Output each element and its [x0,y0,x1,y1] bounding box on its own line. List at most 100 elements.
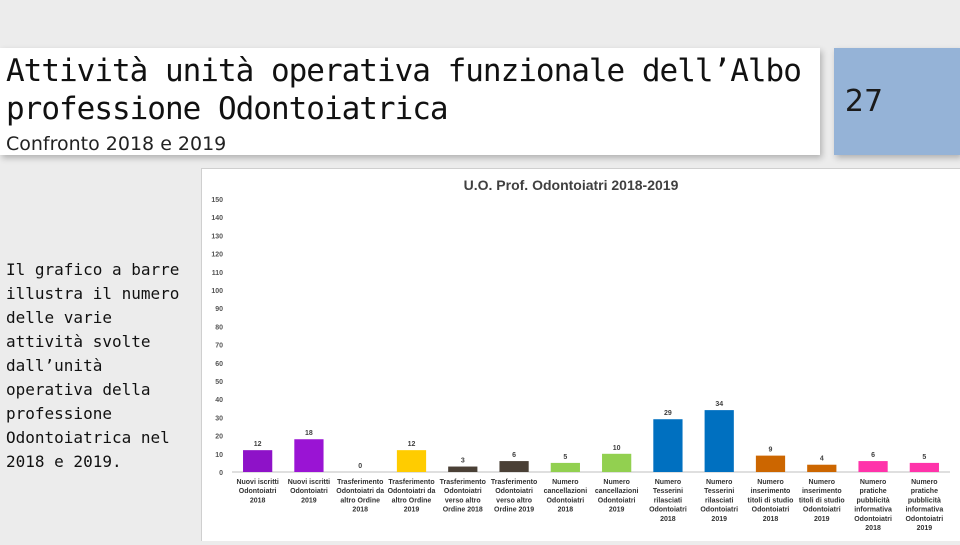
category-label-line: Odontoiatri [290,488,328,495]
category-label: Trasferimento Odontoiatri da altro Ordine 2… [336,479,384,514]
category-label-line: Trasferimento [337,479,383,486]
category-label-line: Odontoiatri [444,488,482,495]
category-label: Numero Tesserini rilasciati Odontoiatri 2019 [700,479,738,523]
category-label-line: Trasferimento [388,479,434,486]
y-tick-label: 130 [211,233,223,240]
category-label: Trasferimento Odontoiatri da altro Ordine 2… [388,479,436,514]
slide-title-line2: professione Odontoiatrica [6,91,449,127]
bar [653,419,683,472]
bar [704,410,734,472]
category-label-line: rilasciati [654,497,682,504]
bar [909,462,939,472]
data-label: 10 [613,445,621,452]
category-label-line: Numero [552,479,578,486]
category-label-line: inserimento [751,488,791,495]
category-label-line: titoli di studio [748,497,794,504]
y-tick-label: 50 [215,379,223,386]
category-label-line: Ordine 2019 [494,507,534,514]
y-tick-label: 60 [215,361,223,368]
category-label-line: 2019 [301,497,317,504]
category-label-line: Odontoiatri [905,516,943,523]
category-label: Trasferimento Odontoiatri verso altro Ordin… [491,479,537,514]
y-tick-label: 90 [215,306,223,313]
category-label-line: Ordine 2018 [443,507,483,514]
data-label: 34 [715,401,723,408]
bar [499,461,529,472]
category-label-line: Numero [911,479,937,486]
bar-chart: U.O. Prof. Odontoiatri 2018-201901020304… [211,177,950,532]
category-label-line: 2018 [250,497,266,504]
bar [243,450,273,472]
data-label: 6 [512,452,516,459]
chart-frame: U.O. Prof. Odontoiatri 2018-2019 0 10 20 30 4… [201,168,960,541]
category-label-line: Numero [655,479,681,486]
category-label-line: Numero [706,479,732,486]
category-label-line: 2019 [814,516,830,523]
y-tick-label: 40 [215,397,223,404]
category-label-line: Odontoiatri [803,507,841,514]
category-label-line: cancellazioni [595,488,639,495]
data-label: 18 [305,430,313,437]
category-label: Nuovi iscritti Odontoiatri 2019 [288,479,330,504]
category-label-line: 2018 [763,516,779,523]
category-label-line: Odontoiatri [700,507,738,514]
category-label-line: Odontoiatri [649,507,687,514]
bar [602,453,632,472]
category-label-line: Nuovi iscritti [236,479,278,486]
category-label-line: Trasferimento [491,479,537,486]
category-label: Numero cancellazioni Odontoiatri 2019 [595,479,639,514]
data-label: 9 [769,447,773,454]
category-label-line: Numero [860,479,886,486]
category-label: Trasferimento Odontoiatri verso altro Ordin… [440,479,486,514]
category-label-line: cancellazioni [544,488,588,495]
category-label-line: verso altro [496,497,532,504]
category-label: Numero pratiche pubblicità informativa Odont… [854,479,892,532]
y-tick-label: 80 [215,324,223,331]
category-label-line: Numero [757,479,783,486]
slide-title-line1: Attività unità operativa funzionale dell… [6,53,802,89]
y-tick-label: 150 [211,197,223,204]
category-label-line: Nuovi iscritti [288,479,330,486]
y-tick-label: 140 [211,215,223,222]
category-label-line: 2019 [404,507,420,514]
bar [448,466,478,472]
y-tick-label: 120 [211,252,223,259]
category-label-line: titoli di studio [799,497,845,504]
category-label-line: Odontoiatri [854,516,892,523]
category-label-line: pubblicità [857,497,890,504]
bar [550,462,580,472]
category-label-line: 2018 [660,516,676,523]
category-label-line: altro Ordine [340,497,380,504]
data-label: 29 [664,410,672,417]
category-label-line: 2018 [352,507,368,514]
category-label-line: Odontoiatri [752,507,790,514]
category-label-line: altro Ordine [392,497,432,504]
category-label-line: Odontoiatri [495,488,533,495]
category-label: Numero inserimento titoli di studio Odontoi… [748,479,794,523]
category-label-line: Numero [809,479,835,486]
category-label-line: 2019 [711,516,727,523]
bar [807,464,837,472]
category-label-line: inserimento [802,488,842,495]
data-label: 3 [461,458,465,465]
category-label-line: verso altro [445,497,481,504]
title-panel [0,48,820,155]
data-label: 12 [254,441,262,448]
category-label-line: Trasferimento [440,479,486,486]
category-label-line: Odontoiatri da [388,488,436,495]
category-label-line: informativa [905,507,943,514]
category-label: Numero inserimento titoli di studio Odontoi… [799,479,845,523]
category-label-line: Odontoiatri [239,488,277,495]
category-label-line: Numero [603,479,629,486]
category-label-line: Odontoiatri da [336,488,384,495]
category-label-line: Odontoiatri [546,497,584,504]
category-label-line: Odontoiatri [598,497,636,504]
data-label: 5 [563,454,567,461]
category-label-line: 2018 [865,525,881,532]
bar [755,455,786,472]
y-tick-label: 0 [219,470,223,477]
bar [858,461,888,472]
data-label: 0 [358,463,362,470]
bar [396,450,427,472]
slide-title: Attività unità operativa funzionale dell… [6,52,816,128]
